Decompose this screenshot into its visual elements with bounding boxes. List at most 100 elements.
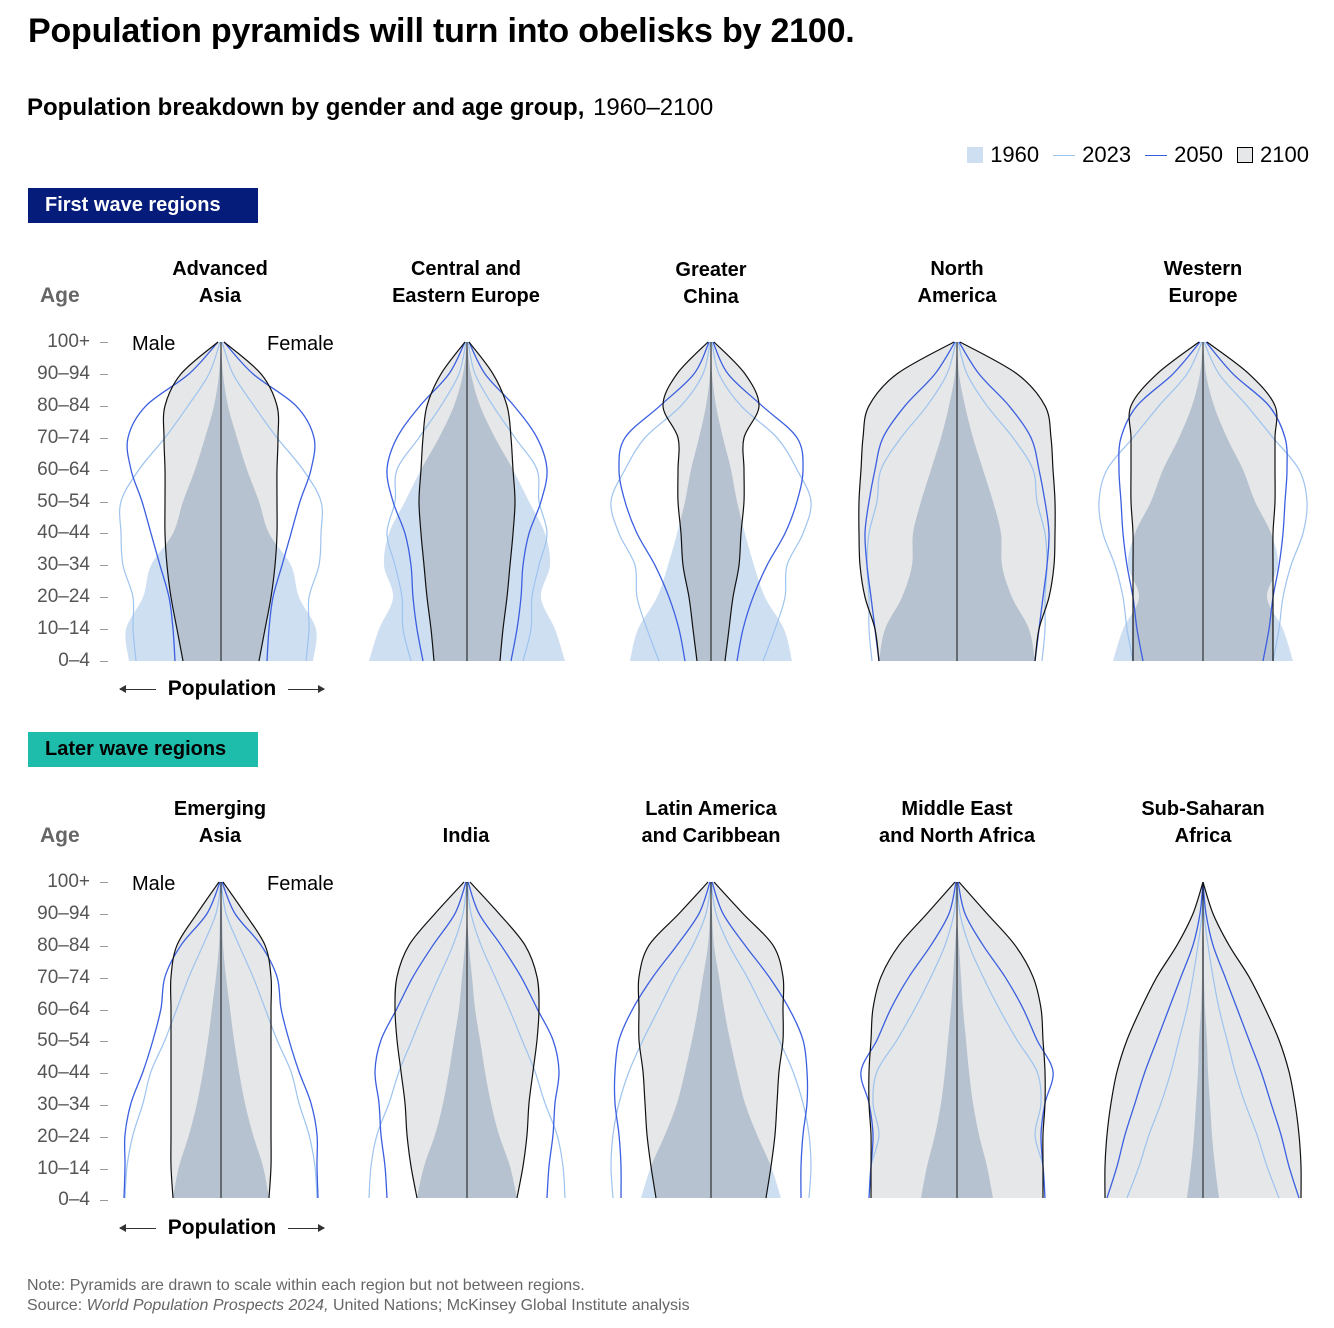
population-label-bottom: Population	[167, 1216, 277, 1239]
line-2050-male-sub-saharan-africa	[1106, 881, 1204, 1199]
age-tick-bottom-20: 20–24	[37, 1126, 90, 1147]
age-tick-top-90: 90–94	[37, 363, 90, 384]
line-2023-male-central-and-eastern-europe	[386, 341, 467, 662]
line-2050-female-emerging-asia	[221, 881, 319, 1199]
legend-label-2050: 2050	[1174, 142, 1224, 167]
tick-mark	[100, 1073, 108, 1074]
female-label-top: Female	[267, 333, 334, 355]
tick-mark	[100, 1169, 108, 1170]
line-2050-female-central-and-eastern-europe	[468, 341, 548, 662]
tick-mark	[100, 374, 108, 375]
chart-title: Population pyramids will turn into obeli…	[28, 12, 855, 50]
age-tick-bottom-70: 70–74	[37, 967, 90, 988]
outline-2100-female-middle-east-and-north-africa	[958, 881, 1046, 1198]
region-title-india: India	[442, 825, 490, 847]
tick-mark	[100, 438, 108, 439]
line-2023-male-emerging-asia	[124, 881, 222, 1199]
line-2050-male-north-america	[864, 341, 956, 662]
legend: 1960 2023 2050 2100	[967, 142, 1309, 168]
line-2050-male-india	[374, 881, 467, 1199]
male-label-bottom: Male	[132, 873, 176, 895]
tick-mark	[100, 406, 108, 407]
outline-2100-male-sub-saharan-africa	[1104, 881, 1204, 1199]
age-tick-bottom-90: 90–94	[37, 903, 90, 924]
legend-label-1960: 1960	[990, 142, 1040, 167]
line-2050-female-north-america	[958, 341, 1050, 662]
source-rest: United Nations; McKinsey Global Institut…	[328, 1297, 690, 1314]
legend-swatch-1960	[967, 147, 984, 163]
line-2023-female-greater-china	[711, 341, 812, 662]
region-title-ssa: Sub-Saharan Africa	[1141, 798, 1265, 847]
chart-subtitle: Population breakdown by gender and age g…	[27, 94, 713, 122]
population-axis-top: Population	[119, 677, 325, 700]
arrow-right-icon	[288, 1224, 325, 1232]
population-axis-bottom: Population	[119, 1216, 325, 1239]
line-2050-male-latin-america-and-caribbean	[613, 881, 711, 1199]
outline-2100-male-latin-america-and-caribbean	[637, 881, 709, 1199]
tick-mark	[100, 661, 108, 662]
outline-2100-male-north-america	[858, 341, 955, 662]
age-tick-bottom-80: 80–84	[37, 935, 90, 956]
line-2050-male-central-and-eastern-europe	[386, 341, 466, 662]
outline-2100-female-sub-saharan-africa	[1202, 881, 1302, 1199]
region-title-greater-china: Greater China	[675, 259, 747, 308]
region-title-north-america: North America	[917, 258, 997, 307]
line-2050-male-greater-china	[618, 341, 710, 662]
population-label-top: Population	[167, 677, 277, 700]
outline-2100-female-emerging-asia	[222, 881, 273, 1199]
legend-swatch-2050	[1145, 154, 1168, 156]
age-axis-title-bottom: Age	[40, 824, 80, 847]
line-2050-female-latin-america-and-caribbean	[711, 881, 809, 1199]
outline-2100-female-latin-america-and-caribbean	[713, 881, 785, 1199]
outline-2100-female-central-and-eastern-europe	[468, 341, 516, 662]
region-title-latam: Latin America and Caribbean	[641, 798, 781, 847]
note-text: Note: Pyramids are drawn to scale within…	[27, 1277, 585, 1294]
line-2050-male-middle-east-and-north-africa	[860, 881, 957, 1199]
source-text: Source: World Population Prospects 2024,…	[27, 1296, 690, 1316]
outline-2100-female-india	[469, 881, 540, 1199]
age-tick-top-40: 40–44	[37, 522, 90, 543]
age-tick-top-80: 80–84	[37, 395, 90, 416]
line-2023-male-north-america	[866, 341, 957, 662]
line-2023-male-latin-america-and-caribbean	[610, 881, 712, 1199]
tick-mark	[100, 470, 108, 471]
age-tick-top-50: 50–54	[37, 491, 90, 512]
tick-mark	[100, 502, 108, 503]
age-tick-top-60: 60–64	[37, 459, 90, 480]
line-2023-female-advanced-asia	[221, 341, 323, 662]
line-2023-male-advanced-asia	[119, 341, 221, 662]
age-tick-bottom-10: 10–14	[37, 1158, 90, 1179]
tick-mark	[100, 1010, 108, 1011]
subtitle-years: 1960–2100	[593, 94, 714, 121]
age-tick-top-100: 100+	[47, 331, 90, 352]
line-2023-male-india	[368, 881, 468, 1199]
line-2023-female-central-and-eastern-europe	[467, 341, 548, 662]
legend-swatch-2100	[1237, 147, 1254, 163]
source-prefix: Source:	[27, 1297, 87, 1314]
legend-item-2100: 2100	[1237, 142, 1309, 168]
legend-label-2100: 2100	[1260, 142, 1309, 167]
region-title-advanced-asia: Advanced Asia	[172, 258, 268, 307]
tick-mark	[100, 914, 108, 915]
line-2023-female-middle-east-and-north-africa	[956, 881, 1046, 1199]
outline-2100-male-advanced-asia	[162, 341, 219, 662]
line-2023-male-greater-china	[610, 341, 711, 662]
outline-2100-female-advanced-asia	[223, 341, 280, 662]
line-2023-male-western-europe	[1098, 341, 1203, 662]
age-tick-top-20: 20–24	[37, 586, 90, 607]
line-2050-female-greater-china	[712, 341, 804, 662]
footnote: Note: Pyramids are drawn to scale within…	[27, 1276, 690, 1316]
line-2050-female-western-europe	[1205, 341, 1288, 662]
outline-2100-male-western-europe	[1128, 341, 1200, 661]
age-tick-top-70: 70–74	[37, 427, 90, 448]
later-wave-tag: Later wave regions	[28, 732, 258, 767]
tick-mark	[100, 565, 108, 566]
line-2050-female-advanced-asia	[223, 341, 316, 662]
tick-mark	[100, 946, 108, 947]
arrow-left-icon	[119, 1224, 156, 1232]
female-label-bottom: Female	[267, 873, 334, 895]
region-title-mena: Middle East and North Africa	[879, 798, 1035, 847]
line-2050-female-india	[467, 881, 560, 1199]
age-tick-bottom-50: 50–54	[37, 1030, 90, 1051]
outline-2100-male-emerging-asia	[169, 881, 220, 1199]
